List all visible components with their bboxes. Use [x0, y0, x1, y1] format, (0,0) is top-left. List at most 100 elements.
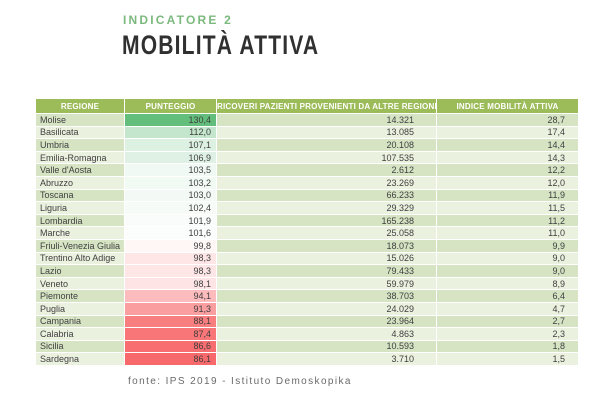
cell-ricoveri: 18.073 [216, 238, 437, 253]
cell-indice: 1,8 [436, 339, 579, 354]
cell-regione: Marche [35, 226, 125, 240]
cell-ricoveri: 20.108 [216, 138, 437, 152]
cell-ricoveri: 59.979 [216, 276, 437, 291]
column-header-punteggio: PUNTEGGIO [124, 98, 217, 114]
cell-punteggio: 99,8 [124, 238, 217, 253]
cell-indice: 11,0 [436, 226, 579, 240]
cell-indice: 2,7 [436, 314, 579, 329]
cell-indice: 14,3 [436, 150, 579, 165]
cell-regione: Toscana [35, 188, 125, 203]
cell-ricoveri: 10.593 [216, 339, 437, 354]
table-row: Calabria 87,4 4.863 2,3 [35, 327, 579, 341]
cell-indice: 11,5 [436, 201, 579, 215]
cell-regione: Piemonte [35, 289, 125, 303]
cell-indice: 8,9 [436, 276, 579, 291]
cell-indice: 11,2 [436, 213, 579, 228]
cell-punteggio: 103,0 [124, 188, 217, 203]
cell-ricoveri: 23.964 [216, 314, 437, 329]
indicator-kicker: INDICATORE 2 [123, 13, 233, 27]
cell-ricoveri: 29.329 [216, 201, 437, 215]
cell-punteggio: 103,5 [124, 163, 217, 177]
cell-regione: Sicilia [35, 339, 125, 354]
cell-regione: Friuli-Venezia Giulia [35, 238, 125, 253]
cell-indice: 12,2 [436, 163, 579, 177]
table-header-row: REGIONE PUNTEGGIO RICOVERI PAZIENTI PROV… [35, 98, 579, 114]
table-row: Abruzzo 103,2 23.269 12,0 [35, 175, 579, 190]
cell-ricoveri: 165.238 [216, 213, 437, 228]
cell-ricoveri: 2.612 [216, 163, 437, 177]
table-header: REGIONE PUNTEGGIO RICOVERI PAZIENTI PROV… [35, 98, 579, 114]
cell-regione: Sardegna [35, 352, 125, 366]
page-title: MOBILITÀ ATTIVA [122, 30, 320, 60]
cell-regione: Valle d'Aosta [35, 163, 125, 177]
cell-ricoveri: 24.029 [216, 301, 437, 316]
cell-indice: 6,4 [436, 289, 579, 303]
cell-indice: 9,0 [436, 251, 579, 266]
table-row: Puglia 91,3 24.029 4,7 [35, 301, 579, 316]
table-body: Molise 130,4 14.321 28,7 Basilicata 112,… [35, 113, 579, 366]
table-row: Veneto 98,1 59.979 8,9 [35, 276, 579, 291]
column-header-regione: REGIONE [35, 98, 125, 114]
cell-regione: Molise [35, 113, 125, 127]
cell-punteggio: 130,4 [124, 113, 217, 127]
cell-ricoveri: 14.321 [216, 113, 437, 127]
cell-regione: Basilicata [35, 125, 125, 140]
cell-regione: Veneto [35, 276, 125, 291]
cell-indice: 17,4 [436, 125, 579, 140]
cell-regione: Abruzzo [35, 175, 125, 190]
cell-punteggio: 98,3 [124, 264, 217, 278]
cell-indice: 9,9 [436, 238, 579, 253]
column-header-indice: INDICE MOBILITÀ ATTIVA [436, 98, 579, 114]
cell-punteggio: 86,1 [124, 352, 217, 366]
cell-indice: 9,0 [436, 264, 579, 278]
cell-indice: 4,7 [436, 301, 579, 316]
table-row: Trentino Alto Adige 98,3 15.026 9,0 [35, 251, 579, 266]
cell-indice: 14,4 [436, 138, 579, 152]
table-row: Emilia-Romagna 106,9 107.535 14,3 [35, 150, 579, 165]
cell-regione: Trentino Alto Adige [35, 251, 125, 266]
table-row: Piemonte 94,1 38.703 6,4 [35, 289, 579, 303]
table-row: Marche 101,6 25.058 11,0 [35, 226, 579, 240]
cell-ricoveri: 25.058 [216, 226, 437, 240]
table-row: Friuli-Venezia Giulia 99,8 18.073 9,9 [35, 238, 579, 253]
mobility-table: REGIONE PUNTEGGIO RICOVERI PAZIENTI PROV… [35, 98, 579, 366]
cell-regione: Liguria [35, 201, 125, 215]
cell-punteggio: 106,9 [124, 150, 217, 165]
cell-ricoveri: 23.269 [216, 175, 437, 190]
table-row: Lombardia 101,9 165.238 11,2 [35, 213, 579, 228]
cell-ricoveri: 4.863 [216, 327, 437, 341]
cell-punteggio: 87,4 [124, 327, 217, 341]
cell-punteggio: 107,1 [124, 138, 217, 152]
column-header-ricoveri: RICOVERI PAZIENTI PROVENIENTI DA ALTRE R… [216, 98, 437, 114]
cell-punteggio: 88,1 [124, 314, 217, 329]
cell-regione: Umbria [35, 138, 125, 152]
cell-ricoveri: 15.026 [216, 251, 437, 266]
source-caption: fonte: IPS 2019 - Istituto Demoskopika [128, 376, 352, 387]
table-row: Basilicata 112,0 13.085 17,4 [35, 125, 579, 140]
cell-regione: Lombardia [35, 213, 125, 228]
cell-indice: 28,7 [436, 113, 579, 127]
cell-indice: 1,5 [436, 352, 579, 366]
cell-punteggio: 101,9 [124, 213, 217, 228]
cell-punteggio: 102,4 [124, 201, 217, 215]
cell-punteggio: 112,0 [124, 125, 217, 140]
cell-indice: 12,0 [436, 175, 579, 190]
cell-ricoveri: 38.703 [216, 289, 437, 303]
table-row: Sardegna 86,1 3.710 1,5 [35, 352, 579, 366]
cell-punteggio: 98,3 [124, 251, 217, 266]
table-row: Valle d'Aosta 103,5 2.612 12,2 [35, 163, 579, 177]
table-row: Campania 88,1 23.964 2,7 [35, 314, 579, 329]
cell-punteggio: 94,1 [124, 289, 217, 303]
table-row: Sicilia 86,6 10.593 1,8 [35, 339, 579, 354]
cell-regione: Emilia-Romagna [35, 150, 125, 165]
cell-punteggio: 101,6 [124, 226, 217, 240]
table-row: Lazio 98,3 79.433 9,0 [35, 264, 579, 278]
cell-regione: Puglia [35, 301, 125, 316]
cell-indice: 11,9 [436, 188, 579, 203]
cell-ricoveri: 66.233 [216, 188, 437, 203]
cell-ricoveri: 13.085 [216, 125, 437, 140]
cell-punteggio: 98,1 [124, 276, 217, 291]
cell-ricoveri: 79.433 [216, 264, 437, 278]
cell-regione: Campania [35, 314, 125, 329]
